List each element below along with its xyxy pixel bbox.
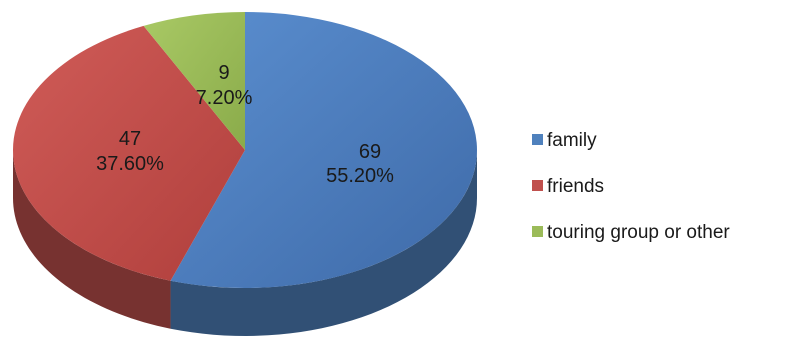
pie-slice-family bbox=[170, 12, 477, 288]
slice-value-label-touring-group: 9 bbox=[218, 62, 229, 84]
slice-percent-label-friends: 37.60% bbox=[96, 153, 164, 175]
pie-labels: 69 55.20% 47 37.60% 9 7.20% bbox=[96, 62, 394, 187]
pie-side-friends bbox=[13, 150, 171, 329]
legend-label-friends: friends bbox=[547, 176, 605, 197]
slice-percent-label-touring-group: 7.20% bbox=[196, 87, 253, 109]
legend-swatch-family bbox=[532, 134, 543, 145]
pie-tops bbox=[12, 12, 477, 288]
pie-side-family bbox=[170, 150, 478, 336]
legend-label-touring-group: touring group or other bbox=[547, 222, 730, 243]
slice-value-label-friends: 47 bbox=[119, 128, 141, 150]
legend-label-family: family bbox=[547, 130, 597, 151]
pie-slice-friends bbox=[12, 25, 246, 281]
pie-slice-touring-group bbox=[143, 12, 245, 150]
slice-percent-label-family: 55.20% bbox=[326, 165, 394, 187]
pie-sides bbox=[13, 150, 478, 336]
legend-swatch-friends bbox=[532, 180, 543, 191]
legend-swatch-touring-group bbox=[532, 226, 543, 237]
slice-value-label-family: 69 bbox=[359, 141, 381, 163]
